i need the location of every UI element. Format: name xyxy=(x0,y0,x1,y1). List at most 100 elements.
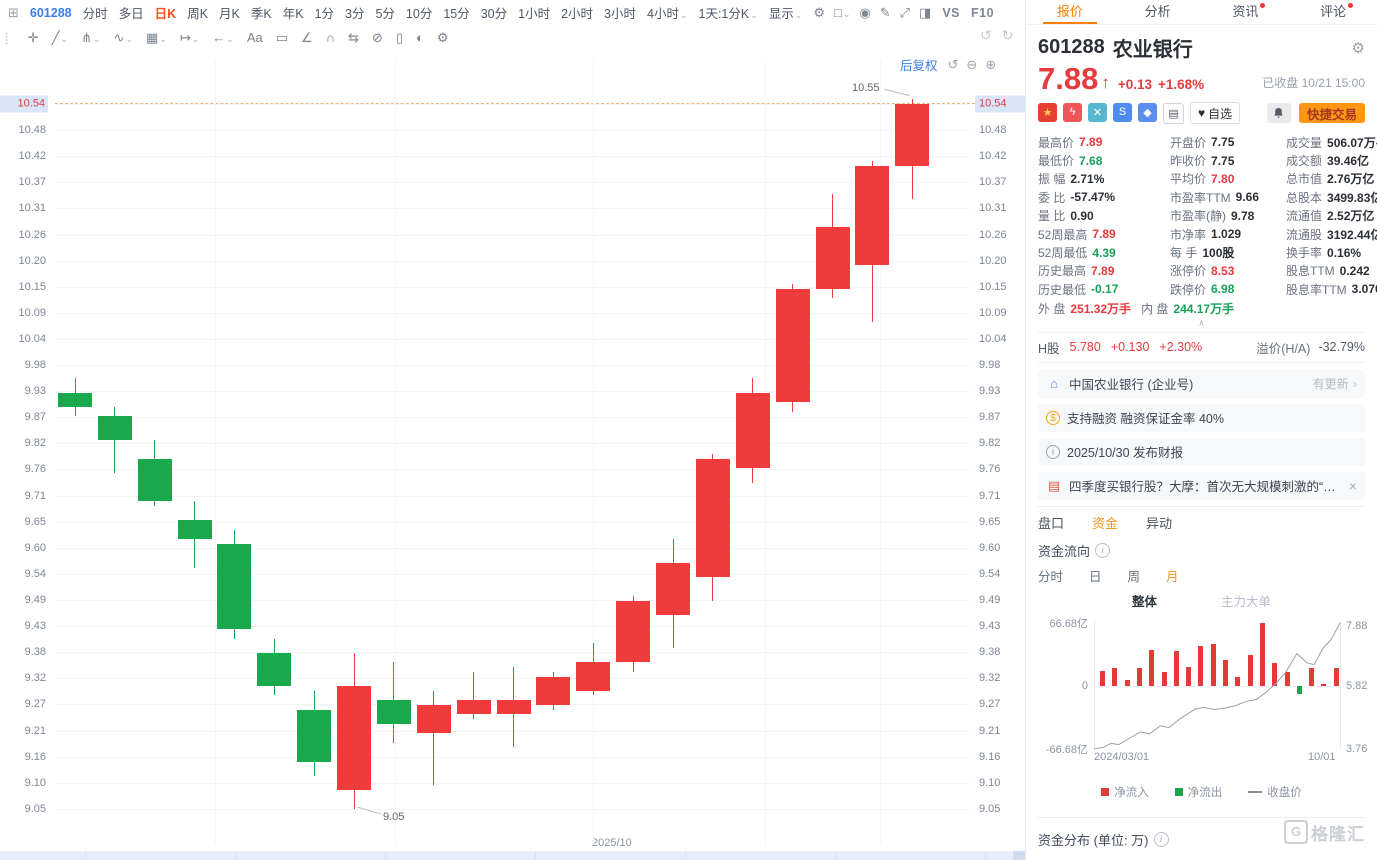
chart-scrollbar[interactable] xyxy=(0,851,1026,860)
camera-icon[interactable]: ◉ xyxy=(859,4,871,20)
legend-label: 收盘价 xyxy=(1267,786,1302,799)
timeframe-季K[interactable]: 季K xyxy=(250,7,272,21)
detail-tab-异动[interactable]: 异动 xyxy=(1146,516,1173,532)
exchange-badge[interactable]: ✕ xyxy=(1088,102,1107,122)
tool-settings-icon[interactable]: ⚙ xyxy=(436,30,449,45)
vs-button[interactable]: VS xyxy=(942,5,961,20)
candlestick-chart[interactable]: 后复权 ↺ ⊖ ⊕ 2025/10 10.54 10.54 10.48 10.48 10.4… xyxy=(0,0,1026,860)
fullscreen-icon[interactable]: ⤢ xyxy=(899,4,911,20)
panel-settings-icon[interactable]: ⚙ xyxy=(1351,39,1365,57)
extend-line-icon[interactable]: ↦⌄ xyxy=(179,30,200,45)
move-icon[interactable]: ✛ xyxy=(27,30,39,45)
s-badge[interactable]: S xyxy=(1113,102,1132,122)
candle-body xyxy=(695,458,730,578)
chevron-right-icon[interactable]: › xyxy=(1352,376,1357,392)
timeframe-10分[interactable]: 10分 xyxy=(405,7,433,21)
period-tab-周[interactable]: 周 xyxy=(1127,570,1141,585)
panel-tab-报价[interactable]: 报价 xyxy=(1026,0,1114,24)
zigzag-icon[interactable]: ∿⌄ xyxy=(113,30,133,45)
zoom-out-icon[interactable]: ⊖ xyxy=(966,56,978,72)
news-row[interactable]: ⌂ 中国农业银行 (企业号) 有更新 › xyxy=(1038,369,1365,398)
toolbar-drag-handle[interactable]: ⡇ xyxy=(4,31,13,45)
interval-selector[interactable]: 1天:1分K⌄ xyxy=(698,7,758,21)
layout-icon[interactable]: □⌄ xyxy=(833,4,851,20)
timeframe-1小时[interactable]: 1小时 xyxy=(518,7,551,21)
trash-icon[interactable]: ▯ xyxy=(395,30,403,45)
arrow-tool-icon[interactable]: ←⌄ xyxy=(212,30,234,45)
info-icon[interactable]: i xyxy=(1153,831,1169,847)
reset-icon[interactable]: ↺ xyxy=(947,56,959,72)
gridline xyxy=(55,678,970,680)
notification-dot xyxy=(1260,3,1266,8)
info-icon[interactable]: i xyxy=(1095,543,1111,559)
period-tab-分时[interactable]: 分时 xyxy=(1038,570,1064,585)
timeframe-日K[interactable]: 日K xyxy=(154,7,177,21)
timeframe-分时[interactable]: 分时 xyxy=(82,7,108,21)
candle-body xyxy=(536,676,571,705)
news-row[interactable]: ▤ 四季度买银行股？大摩：首次无大规模刺激的“自... × xyxy=(1038,471,1365,500)
bookmark-badge[interactable]: ▤ xyxy=(1163,102,1184,124)
cn-flag-badge[interactable]: ★ xyxy=(1038,102,1057,122)
timeframe-4hour[interactable]: 4小时⌄ xyxy=(647,7,688,21)
mode-main-orders-tab[interactable]: 主力大单 xyxy=(1221,595,1272,610)
timeframe-月K[interactable]: 月K xyxy=(219,7,240,21)
timeframe-多日[interactable]: 多日 xyxy=(118,7,144,21)
zoom-in-icon[interactable]: ⊕ xyxy=(985,56,997,72)
undo-icon[interactable]: ↺ xyxy=(980,27,992,43)
alert-bell-button[interactable] xyxy=(1266,103,1291,123)
text-tool-icon[interactable]: Aa xyxy=(246,30,263,45)
panel-tab-资讯[interactable]: 资讯 xyxy=(1202,0,1290,24)
angle-icon[interactable]: ∠ xyxy=(301,30,313,45)
panel-tab-分析[interactable]: 分析 xyxy=(1144,4,1171,19)
pattern-icon[interactable]: ▦⌄ xyxy=(145,30,167,45)
magnet-icon[interactable]: ∩ xyxy=(325,30,336,45)
quick-trade-button[interactable]: 快捷交易 xyxy=(1298,103,1365,123)
margin-badge[interactable]: ϟ xyxy=(1063,102,1082,122)
redo-icon[interactable]: ↻ xyxy=(1001,27,1014,43)
legend-label: 净流入 xyxy=(1114,786,1149,799)
legend-item: 收盘价 xyxy=(1248,784,1302,800)
timeframe-15分[interactable]: 15分 xyxy=(443,7,470,21)
axis-label: 10.04 xyxy=(979,332,1007,345)
tag-badge[interactable]: ◆ xyxy=(1138,102,1157,122)
window-icon[interactable]: ⊞ xyxy=(8,4,19,20)
sync-icon[interactable]: ⇆ xyxy=(348,30,359,45)
chart-toolbar: ⊞ 601288 分时 多日 日K 周K 月K 季K 年K 1分 3分 5分 10分 15分 30分 1小… xyxy=(0,0,1026,25)
timeframe-年K[interactable]: 年K xyxy=(282,7,304,21)
period-tab-日[interactable]: 日 xyxy=(1089,570,1102,585)
scrollbar-grip[interactable] xyxy=(1013,851,1025,860)
collapse-stats-button[interactable]: ∧ xyxy=(1198,317,1205,328)
settings-icon[interactable]: ⚙ xyxy=(813,4,825,20)
adjust-mode-label[interactable]: 后复权 xyxy=(900,59,938,73)
timeframe-30分[interactable]: 30分 xyxy=(480,7,508,21)
timeframe-3分[interactable]: 3分 xyxy=(345,7,365,21)
ban-icon[interactable]: ⊘ xyxy=(371,30,383,45)
news-row[interactable]: i 2025/10/30 发布财报 xyxy=(1038,437,1365,466)
trendline-icon[interactable]: ╱⌄ xyxy=(51,30,69,45)
mode-overall-tab[interactable]: 整体 xyxy=(1131,595,1157,610)
comment-icon[interactable]: ▭ xyxy=(275,30,289,45)
timeframe-周K[interactable]: 周K xyxy=(187,7,209,21)
panel-tab-评论[interactable]: 评论 xyxy=(1289,0,1377,24)
sidebar-toggle-icon[interactable]: ◨ xyxy=(919,4,932,20)
pencil-icon[interactable]: ✎ xyxy=(879,4,891,20)
news-row[interactable]: $ 支持融资 融资保证金率 40% xyxy=(1038,403,1365,432)
period-tab-月[interactable]: 月 xyxy=(1166,570,1179,585)
pitchfork-icon[interactable]: ⋔⌄ xyxy=(81,30,101,45)
timeframe-5分[interactable]: 5分 xyxy=(375,7,395,21)
detail-tab-盘口[interactable]: 盘口 xyxy=(1038,516,1065,532)
gridline xyxy=(55,469,970,471)
fund-flow-chart[interactable]: 66.68亿 0 -66.68亿 7.88 5.82 3.76 2024/03/01 10/0… xyxy=(1038,613,1368,763)
gridline xyxy=(55,573,970,575)
f10-button[interactable]: F10 xyxy=(971,5,995,20)
timeframe-1分[interactable]: 1分 xyxy=(314,7,335,21)
add-watchlist-button[interactable]: ♥ 自选 xyxy=(1190,102,1241,124)
detail-tab-资金[interactable]: 资金 xyxy=(1092,516,1119,532)
display-menu[interactable]: 显示⌄ xyxy=(768,7,803,21)
scrollbar-tick xyxy=(85,851,86,860)
compare-icon[interactable]: ◐ xyxy=(416,30,424,45)
symbol-label[interactable]: 601288 xyxy=(29,5,72,20)
close-icon[interactable]: × xyxy=(1348,477,1357,494)
timeframe-2小时[interactable]: 2小时 xyxy=(561,7,594,21)
timeframe-3小时[interactable]: 3小时 xyxy=(604,7,636,21)
